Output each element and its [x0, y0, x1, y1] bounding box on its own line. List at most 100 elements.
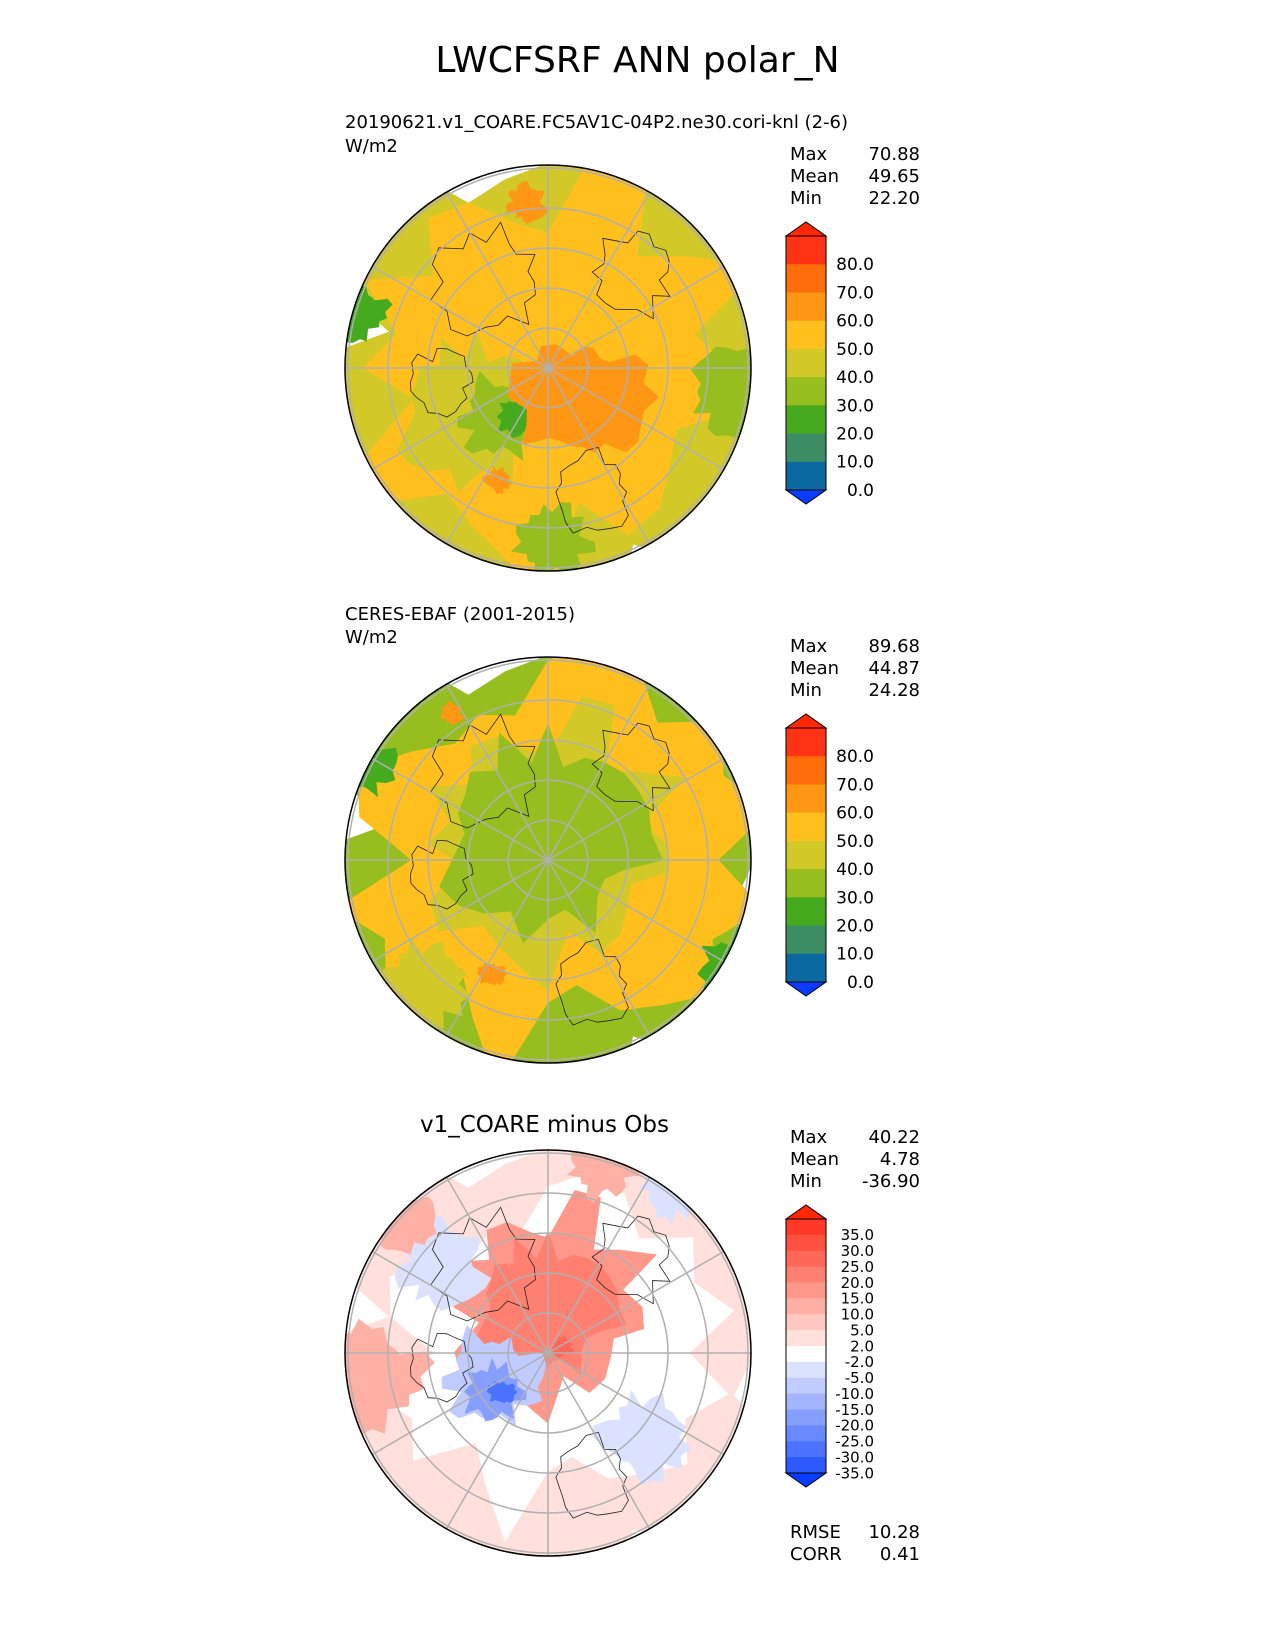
colorbar-box: [786, 953, 826, 983]
stat-label: Max: [790, 636, 828, 657]
diff-title: v1_COARE minus Obs: [420, 1112, 669, 1138]
colorbar-extend-max: [784, 713, 828, 729]
meridian: [445, 683, 651, 1037]
colorbar-tick-label: 25.0: [841, 1258, 874, 1276]
stat-label: Max: [790, 1127, 828, 1148]
contour-region: [690, 346, 751, 442]
colorbar-tick-label: 10.0: [841, 1306, 874, 1324]
colorbar-frame: [785, 235, 827, 491]
stat-label: Min: [790, 188, 822, 209]
colorbar-box: [786, 840, 826, 870]
colorbar-box: [786, 1393, 826, 1410]
coastline: [410, 1332, 474, 1403]
colorbar-tick-label: 5.0: [850, 1321, 874, 1339]
colorbar-box: [786, 405, 826, 435]
colorbar-tick-label: -5.0: [845, 1369, 874, 1387]
test-stats: Max 70.88 Mean 49.65 Min 22.20: [790, 144, 920, 210]
map-border: [344, 656, 752, 1064]
colorbar-box: [786, 1330, 826, 1347]
ref-units: W/m2: [345, 627, 398, 648]
colorbar-tick-label: 20.0: [841, 1274, 874, 1292]
stat-value: 89.68: [868, 636, 920, 657]
contour-region: [511, 502, 596, 571]
colorbar-tick-label: -2.0: [845, 1353, 874, 1371]
stat-value: 49.65: [868, 166, 920, 187]
ref-polar-map: [344, 656, 752, 1064]
colorbar-tick-label: -10.0: [835, 1385, 874, 1403]
colorbar-tick-label: 70.0: [836, 775, 874, 795]
graticule: [345, 1150, 751, 1556]
stat-label: Mean: [790, 658, 840, 679]
colorbar-box: [786, 1234, 826, 1252]
stat-label: Min: [790, 1171, 822, 1192]
contour-region: [592, 1389, 692, 1486]
colorbar-box: [786, 869, 826, 898]
coastline: [430, 1206, 536, 1322]
colorbar-box: [786, 728, 826, 757]
colorbar-tick-label: 15.0: [841, 1290, 874, 1308]
stat-value: 44.87: [868, 658, 920, 679]
diff-colorbar: 35.030.025.020.015.010.05.02.0-2.0-5.0-1…: [784, 1204, 874, 1488]
colorbar-frame: [785, 1218, 827, 1474]
colorbar-tick-label: -15.0: [835, 1401, 874, 1419]
map-border: [344, 164, 752, 572]
stat-value: 22.20: [868, 188, 920, 209]
colorbar-tick-label: -30.0: [835, 1448, 874, 1466]
colorbar-box: [786, 1219, 826, 1236]
colorbar-extend-min: [784, 1472, 828, 1488]
colorbar-extend-min: [784, 981, 828, 997]
colorbar-box: [786, 1282, 826, 1299]
map-field: [345, 165, 751, 571]
ref-stats: Max 89.68 Mean 44.87 Min 24.28: [790, 636, 920, 702]
colorbar-box: [786, 433, 826, 463]
colorbar-tick-label: 50.0: [836, 832, 874, 852]
colorbar-frame: [785, 727, 827, 983]
diff-stats: Max 40.22 Mean 4.78 Min -36.90: [790, 1127, 920, 1193]
colorbar-box: [786, 784, 826, 814]
colorbar-tick-label: 70.0: [836, 283, 874, 303]
test-colorbar: 80.0 70.0 60.0 50.0 40.0 30.0 20.0 10.0 0.0: [784, 221, 874, 505]
coastline: [430, 221, 536, 337]
colorbar-box: [786, 812, 826, 842]
colorbar-box: [786, 1377, 826, 1395]
contour-region: [482, 465, 512, 495]
colorbar-box: [786, 1266, 826, 1283]
stat-value: -36.90: [861, 1171, 920, 1192]
colorbar-tick-label: -20.0: [835, 1417, 874, 1435]
ref-colorbar: 80.0 70.0 60.0 50.0 40.0 30.0 20.0 10.0 0.0: [784, 713, 874, 997]
colorbar-tick-label: 60.0: [836, 804, 874, 824]
coastline: [410, 839, 474, 910]
stat-label: Min: [790, 680, 822, 701]
map-field: [345, 1150, 751, 1556]
metric-label: CORR: [790, 1544, 842, 1565]
colorbar-box: [786, 1298, 826, 1315]
colorbar-tick-label: 30.0: [841, 1242, 874, 1260]
colorbar-tick-label: 30.0: [836, 396, 874, 416]
ref-case-name: CERES-EBAF (2001-2015): [345, 604, 576, 625]
colorbar-tick-label: 40.0: [836, 860, 874, 880]
colorbar-box: [786, 756, 826, 785]
colorbar-box: [786, 348, 826, 378]
colorbar-box: [786, 1346, 826, 1363]
stat-label: Mean: [790, 1149, 840, 1170]
contour-region: [487, 1381, 518, 1404]
graticule: [345, 657, 751, 1063]
metric-label: RMSE: [790, 1522, 841, 1543]
main-title: LWCFSRF ANN polar_N: [435, 40, 840, 81]
coastline: [430, 713, 536, 829]
graticule: [345, 165, 751, 571]
contour-region: [505, 180, 550, 224]
colorbar-box: [786, 1314, 826, 1331]
stat-value: 70.88: [868, 144, 920, 165]
stat-value: 40.22: [868, 1127, 920, 1148]
contour-region: [439, 723, 664, 944]
colorbar-extend-min: [784, 489, 828, 505]
diff-metrics: RMSE 10.28 CORR 0.41: [790, 1522, 920, 1566]
colorbar-tick-label: 60.0: [836, 312, 874, 332]
colorbar-tick-label: 80.0: [836, 747, 874, 767]
colorbar-tick-label: 0.0: [847, 481, 874, 501]
contour-region: [372, 936, 472, 1033]
stat-label: Max: [790, 144, 828, 165]
colorbar-box: [786, 1361, 826, 1379]
colorbar-box: [786, 1409, 826, 1426]
